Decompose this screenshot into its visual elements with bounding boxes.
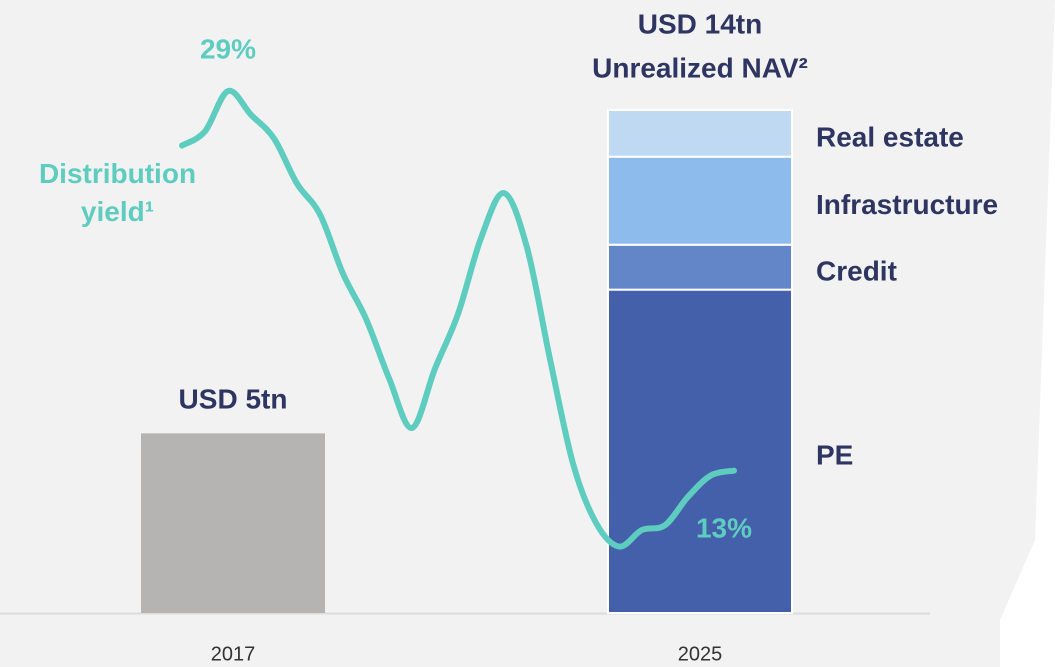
legend-label: Real estate: [816, 122, 964, 153]
line-value-label: 13%: [696, 512, 752, 543]
subtitle: Unrealized NAV²: [592, 52, 808, 83]
bar: [141, 433, 325, 613]
panel-edge: [1000, 0, 1055, 667]
bar-total-label: USD 5tn: [179, 384, 288, 415]
bar-segment: [607, 155, 793, 246]
x-tick-label: 2017: [211, 643, 256, 665]
line: [179, 87, 737, 550]
bar-segment: [607, 243, 793, 291]
bar-total-label: USD 14tn: [638, 8, 762, 39]
legend-label: Credit: [816, 256, 897, 287]
line-value-label: 29%: [200, 33, 256, 64]
legend-label: PE: [816, 440, 853, 471]
bar-segment: [607, 288, 793, 614]
line-legend: Distribution yield¹: [38, 158, 197, 227]
bar-segment: [607, 109, 793, 158]
x-tick-label: 2025: [678, 643, 723, 665]
legend-label: Infrastructure: [816, 189, 998, 220]
